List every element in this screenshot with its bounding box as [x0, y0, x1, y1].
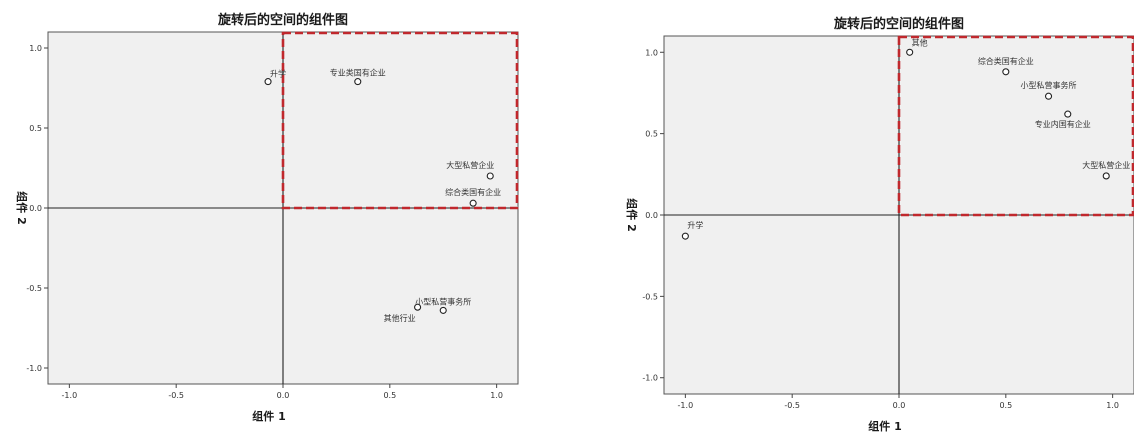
highlight-box — [897, 35, 1134, 217]
x-tick-label: 0.0 — [277, 391, 290, 400]
x-tick-label: -1.0 — [678, 401, 694, 410]
data-point — [414, 303, 422, 311]
data-point — [486, 172, 494, 180]
data-point-label: 专业类国有企业 — [330, 68, 386, 78]
y-axis-title: 组件 2 — [625, 198, 639, 231]
x-tick-label: -0.5 — [784, 401, 800, 410]
y-tick-label: 0.5 — [29, 124, 42, 133]
x-tick-label: 0.0 — [893, 401, 906, 410]
data-point-label: 其他行业 — [384, 313, 416, 323]
data-point-label: 其他 — [912, 37, 928, 47]
data-point — [1044, 92, 1053, 100]
x-axis-title: 组件 1 — [252, 409, 285, 423]
x-tick-label: -1.0 — [62, 391, 78, 400]
x-tick-label: 1.0 — [490, 391, 503, 400]
y-axis-title: 组件 2 — [15, 191, 29, 224]
x-tick-label: 1.0 — [1106, 401, 1119, 410]
x-tick-label: -0.5 — [168, 391, 184, 400]
y-tick-label: 0.5 — [645, 130, 658, 139]
x-tick-label: 0.5 — [999, 401, 1012, 410]
y-tick-label: 0.0 — [645, 211, 658, 220]
data-point — [439, 306, 447, 314]
x-tick-label: 0.5 — [383, 391, 396, 400]
data-point — [1064, 110, 1072, 118]
data-point — [681, 232, 689, 240]
chart-title: 旋转后的空间的组件图 — [217, 12, 348, 28]
chart-panel-1: 旋转后的空间的组件图 -1.0 -0.5 0.0 0.5 1.0 -1.0 -0.5 0.0 0.… — [15, 12, 519, 423]
data-point-label: 综合类国有企业 — [445, 187, 501, 197]
x-axis-title: 组件 1 — [868, 419, 901, 433]
y-tick-label: 1.0 — [645, 48, 658, 57]
data-point-label: 专业内国有企业 — [1035, 119, 1091, 129]
y-tick-label: -0.5 — [26, 284, 42, 293]
y-tick-label: -1.0 — [26, 364, 42, 373]
y-tick-label: 0.0 — [29, 204, 42, 213]
chart-title: 旋转后的空间的组件图 — [833, 16, 964, 32]
data-point-label: 大型私营企业 — [446, 160, 494, 170]
data-point — [469, 199, 477, 207]
data-point-label: 升学 — [687, 220, 703, 230]
y-tick-label: 1.0 — [29, 44, 42, 53]
data-point — [354, 78, 362, 86]
y-tick-label: -0.5 — [642, 292, 658, 301]
data-point-label: 小型私营事务所 — [415, 296, 471, 306]
data-point — [264, 78, 272, 86]
data-point — [1002, 68, 1010, 76]
data-point — [1102, 172, 1110, 180]
data-point — [906, 48, 914, 56]
chart-panel-2: 旋转后的空间的组件图 -1.0 -0.5 0.0 0.5 1.0 -1.0 -0.5 0.0 0.… — [625, 16, 1134, 433]
data-point-label: 小型私营事务所 — [1021, 80, 1077, 90]
data-point-label: 大型私营企业 — [1082, 160, 1130, 170]
data-point-label: 综合类国有企业 — [978, 56, 1034, 66]
data-point-label: 升学 — [270, 69, 286, 79]
y-tick-label: -1.0 — [642, 374, 658, 383]
